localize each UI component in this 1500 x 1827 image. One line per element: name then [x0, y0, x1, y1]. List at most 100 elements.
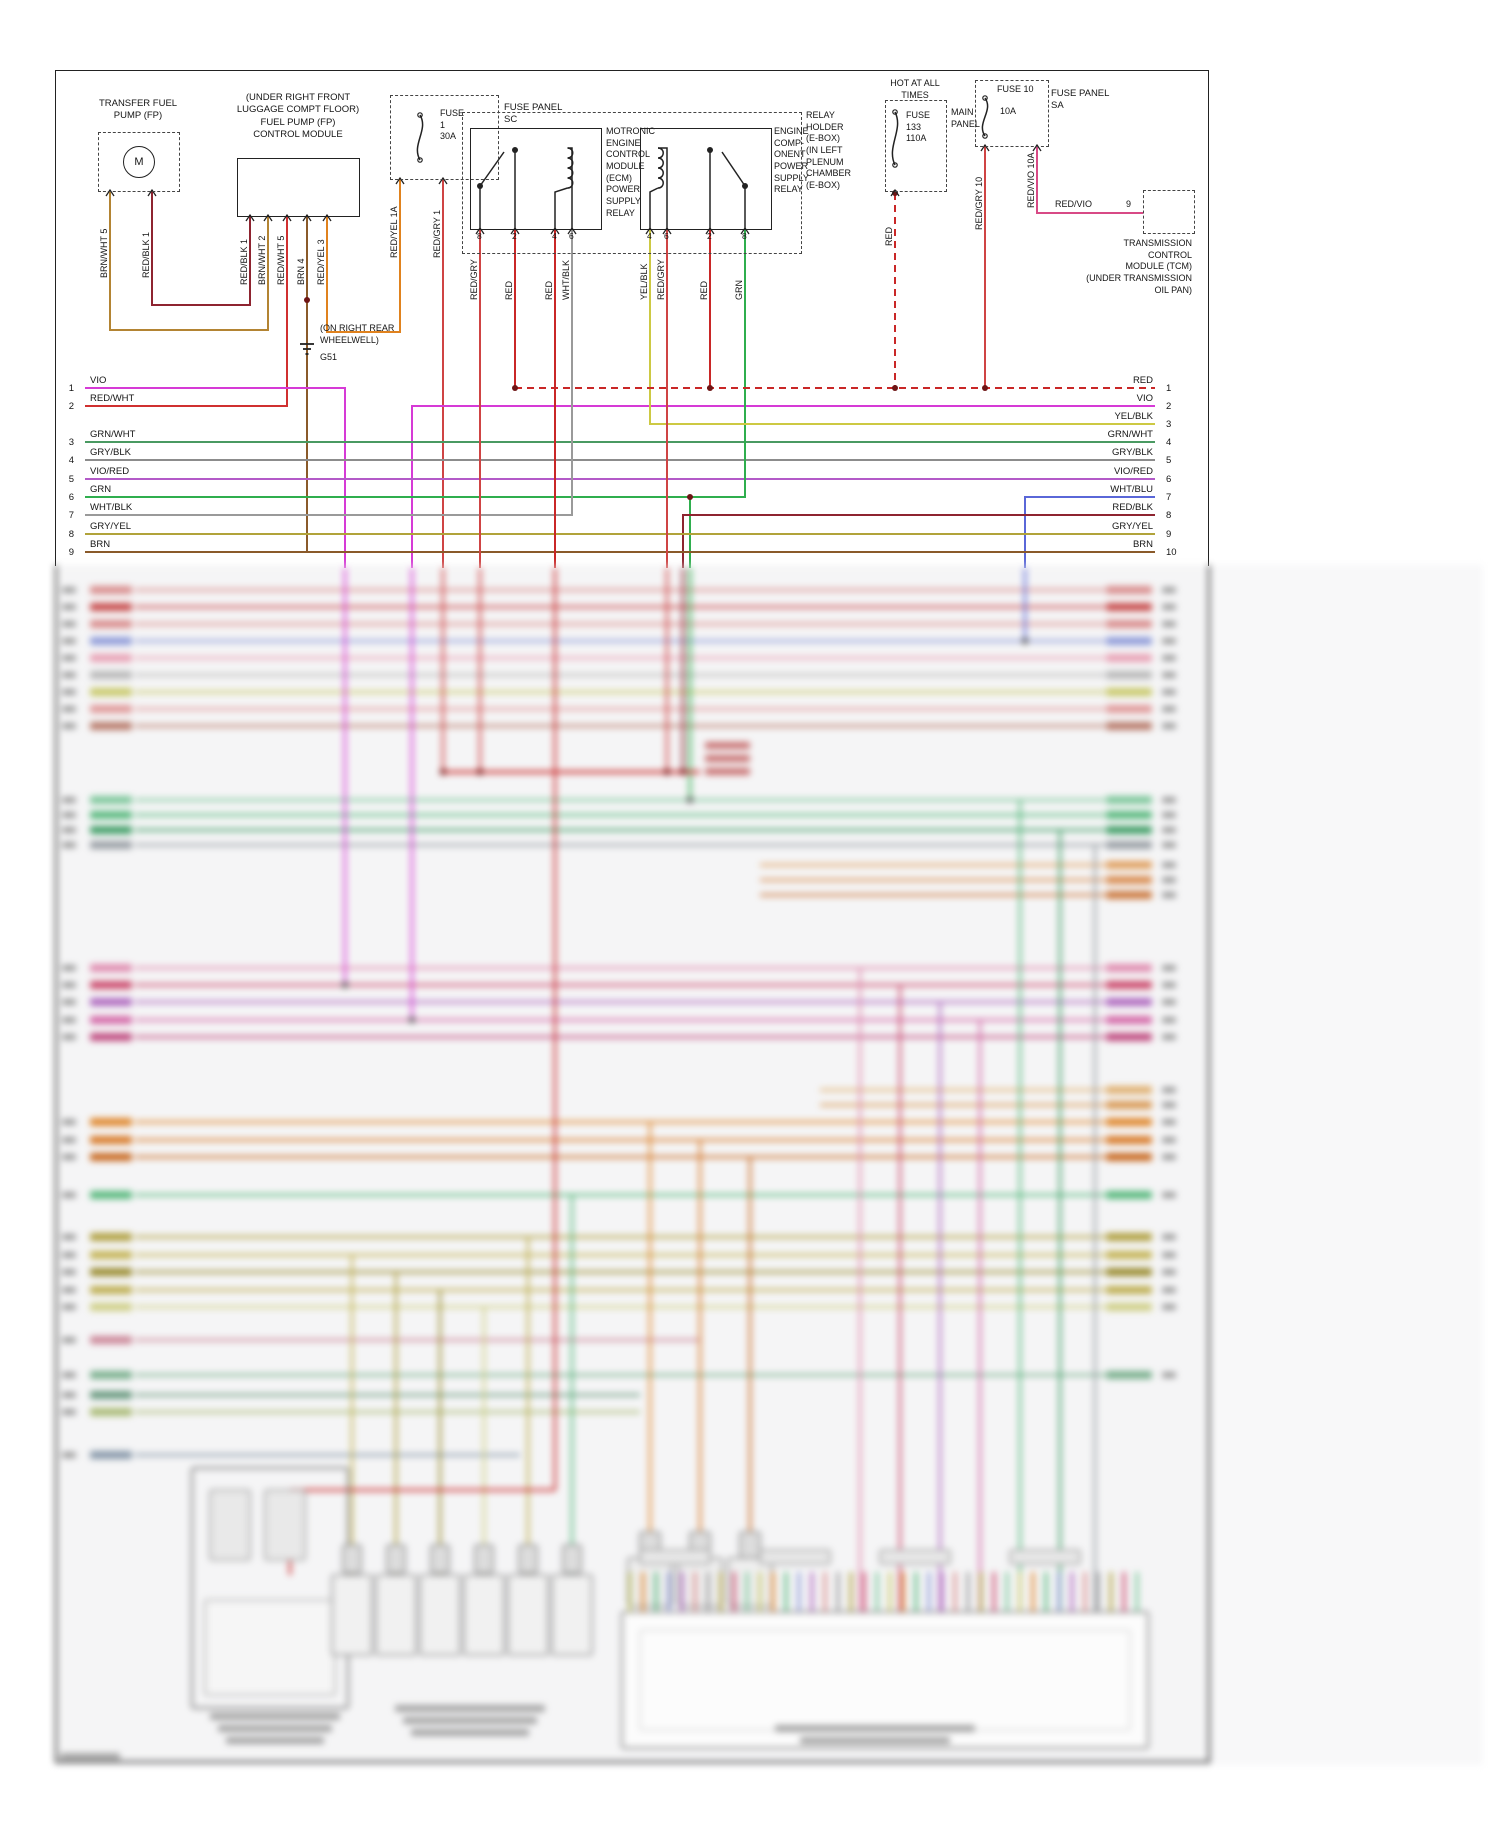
relay1-wire-label-3: RED	[544, 280, 554, 300]
blur-wash-right	[1212, 565, 1483, 1765]
left-row-number-2: 2	[68, 401, 74, 412]
fuse-sa-amp: 10A	[1000, 106, 1017, 116]
ecm-power-relay-box	[470, 128, 602, 230]
ground-id: G51	[320, 352, 338, 362]
left-row-label-3: GRN/WHT	[90, 429, 136, 440]
fuse-sa-wire-label-1: RED/GRY 10	[974, 176, 984, 230]
fuse-sc-wire-label-1: RED/YEL 1A	[389, 206, 399, 258]
left-row-label-6: GRN	[90, 484, 112, 495]
relay2-wire-label-1: YEL/BLK	[639, 263, 649, 300]
fuse-sc-text: FUSE 1 30A	[440, 108, 465, 142]
fp-control-module-box	[237, 158, 360, 217]
right-row-number-10: 10	[1166, 547, 1177, 558]
left-row-label-9: BRN	[90, 539, 111, 550]
module-wire-label-1: RED/BLK 1	[239, 238, 249, 285]
right-row-label-6: VIO/RED	[1113, 466, 1153, 477]
right-row-number-4: 4	[1166, 437, 1172, 448]
fuse-133-box	[885, 100, 947, 192]
fuse-133-text: FUSE 133 110A	[906, 110, 931, 144]
right-row-number-8: 8	[1166, 510, 1172, 521]
right-row-label-7: WHT/BLU	[1110, 484, 1153, 495]
module-wire-label-3: RED/WHT 5	[276, 235, 286, 285]
border-bottom-cont	[55, 1761, 1210, 1763]
pump-wire-label-1: BRN/WHT 5	[99, 228, 109, 278]
motor-icon: M	[123, 146, 155, 178]
left-row-number-5: 5	[68, 474, 74, 485]
tcm-wire-label: RED/VIO	[1055, 199, 1093, 209]
tcm-wire-pin: 9	[1126, 199, 1132, 209]
fuse-sc-wire-label-2: RED/GRY 1	[432, 209, 442, 258]
relay1-wire-label-4: WHT/BLK	[561, 259, 571, 300]
left-row-label-4: GRY/BLK	[90, 447, 132, 458]
fuse-panel-sa-box	[975, 80, 1049, 147]
left-row-number-9: 9	[68, 547, 74, 558]
right-row-label-10: BRN	[1132, 539, 1153, 550]
right-row-label-1: RED	[1132, 375, 1153, 386]
transfer-fuel-pump-label: TRANSFER FUEL PUMP (FP)	[98, 98, 178, 122]
right-row-label-4: GRN/WHT	[1107, 429, 1153, 440]
relay2-wire-label-2: RED/GRY	[656, 259, 666, 300]
relay-holder-box	[462, 112, 802, 254]
tcm-label: TRANSMISSION CONTROL MODULE (TCM) (UNDER…	[1086, 238, 1192, 295]
border-right-cont	[1208, 565, 1210, 1763]
ecm-power-relay-label: MOTRONIC ENGINE CONTROL MODULE (ECM) POW…	[606, 126, 655, 218]
right-row-number-1: 1	[1166, 383, 1172, 394]
left-row-label-5: VIO/RED	[90, 466, 130, 477]
left-row-number-4: 4	[68, 455, 74, 466]
relay1-pin-6: 6	[569, 231, 574, 241]
relay1-wire-label-2: RED	[504, 280, 514, 300]
relay2-wire-label-3: RED	[699, 280, 709, 300]
ground-note: (ON RIGHT REAR WHEELWELL)	[320, 323, 395, 345]
fuse-sa-wire-label-2: RED/VIO 10A	[1026, 152, 1036, 208]
fuse-panel-sc-label: FUSE PANEL SC	[504, 102, 563, 126]
relay2-wire-label-4: GRN	[734, 280, 744, 300]
blurred-diagram-region	[55, 565, 1485, 1777]
hot-at-all-times-label: HOT AT ALL TIMES	[890, 78, 940, 100]
fuse-panel-sa-label: FUSE PANEL SA	[1051, 88, 1110, 112]
module-wire-label-4: BRN 4	[296, 258, 306, 285]
right-row-number-9: 9	[1166, 529, 1172, 540]
border-left-cont	[55, 565, 57, 1763]
module-wire-label-5: RED/YEL 3	[316, 239, 326, 285]
left-row-number-3: 3	[68, 437, 74, 448]
fuse-sa-title: FUSE 10	[997, 84, 1034, 94]
diagram-border	[55, 70, 1209, 566]
right-row-number-7: 7	[1166, 492, 1172, 503]
fuse-133-wire-label: RED	[884, 226, 894, 246]
right-row-number-6: 6	[1166, 474, 1172, 485]
main-panel-label: MAIN PANEL	[951, 107, 980, 129]
left-row-label-1: VIO	[90, 375, 107, 386]
relay1-pin-8: 8	[477, 231, 482, 241]
right-row-label-8: RED/BLK	[1112, 502, 1153, 513]
module-wire-label-2: BRN/WHT 2	[257, 235, 267, 285]
left-row-label-8: GRY/YEL	[90, 521, 132, 532]
right-row-label-9: GRY/YEL	[1111, 521, 1153, 532]
right-row-number-2: 2	[1166, 401, 1172, 412]
relay1-pin-4: 4	[552, 231, 557, 241]
left-row-label-7: WHT/BLK	[90, 502, 133, 513]
right-row-number-5: 5	[1166, 455, 1172, 466]
right-row-label-2: VIO	[1136, 393, 1153, 404]
right-row-number-3: 3	[1166, 419, 1172, 430]
left-row-number-7: 7	[68, 510, 74, 521]
relay2-pin-2: 2	[707, 231, 712, 241]
left-row-number-8: 8	[68, 529, 74, 540]
right-row-label-3: YEL/BLK	[1114, 411, 1153, 422]
fp-control-module-label: (UNDER RIGHT FRONT LUGGAGE COMPT FLOOR) …	[236, 92, 360, 141]
pump-wire-label-2: RED/BLK 1	[141, 231, 151, 278]
left-row-number-1: 1	[68, 383, 74, 394]
left-row-label-2: RED/WHT	[90, 393, 135, 404]
tcm-box	[1143, 190, 1195, 234]
relay2-pin-8: 8	[742, 231, 747, 241]
component-power-relay-box	[640, 128, 772, 230]
fuse-panel-sc-box	[390, 95, 499, 180]
transfer-fuel-pump-box	[98, 132, 180, 192]
relay2-pin-6: 6	[664, 231, 669, 241]
component-power-relay-label: ENGINE COMP- ONENT POWER SUPPLY RELAY	[774, 126, 809, 195]
relay1-pin-2: 2	[512, 231, 517, 241]
relay-holder-label: RELAY HOLDER (E-BOX) (IN LEFT PLENUM CHA…	[806, 110, 852, 191]
relay2-pin-4: 4	[647, 231, 652, 241]
relay1-wire-label-1: RED/GRY	[469, 259, 479, 300]
